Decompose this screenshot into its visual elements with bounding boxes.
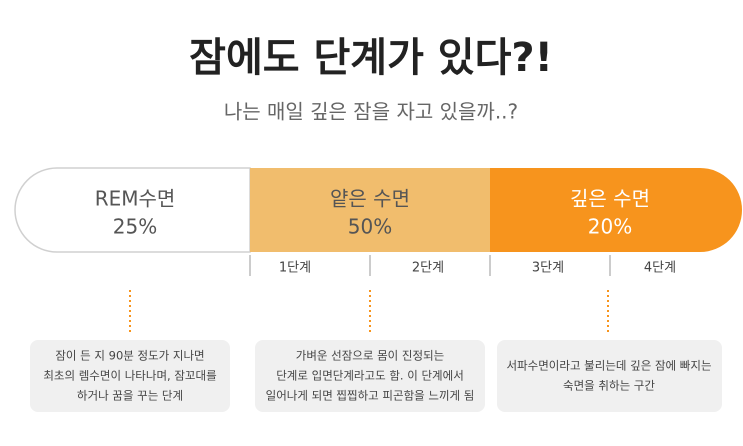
note-line: 하거나 꿈을 꾸는 단계 <box>77 389 183 403</box>
note-line: 가벼운 선잠으로 몸이 진정되는 <box>296 349 445 363</box>
stage-percent: 20% <box>588 215 632 239</box>
step-label: 1단계 <box>279 261 311 276</box>
note-line: 단계로 입면단계라고도 함. 이 단계에서 <box>276 369 464 383</box>
note-line: 최초의 렘수면이 나타나며, 잠꼬대를 <box>43 369 216 383</box>
note-line: 숙면을 취하는 구간 <box>563 379 655 393</box>
stage-percent: 25% <box>113 215 157 239</box>
step-label: 4단계 <box>644 261 676 276</box>
note-line: 일어나게 되면 찝찝하고 피곤함을 느끼게 됨 <box>266 389 475 403</box>
step-label: 2단계 <box>412 261 444 276</box>
subtitle: 나는 매일 깊은 잠을 자고 있을까..? <box>224 100 518 124</box>
note-line: 잠이 든 지 90분 정도가 지나면 <box>55 349 204 363</box>
deep-segment <box>490 168 742 252</box>
title: 잠에도 단계가 있다?! <box>189 35 553 81</box>
note-boxes <box>30 340 722 412</box>
stage-name: 깊은 수면 <box>570 187 650 211</box>
stage-name: 얕은 수면 <box>330 187 410 211</box>
step-label: 3단계 <box>532 261 564 276</box>
step-ticks <box>249 255 611 276</box>
stage-percent: 50% <box>348 215 392 239</box>
stage-name: REM수면 <box>95 187 176 211</box>
rem-segment <box>14 167 251 253</box>
note-line: 서파수면이라고 불리는데 깊은 잠에 빠지는 <box>506 359 711 373</box>
light-segment <box>250 168 490 252</box>
dotted-connectors <box>129 290 609 335</box>
